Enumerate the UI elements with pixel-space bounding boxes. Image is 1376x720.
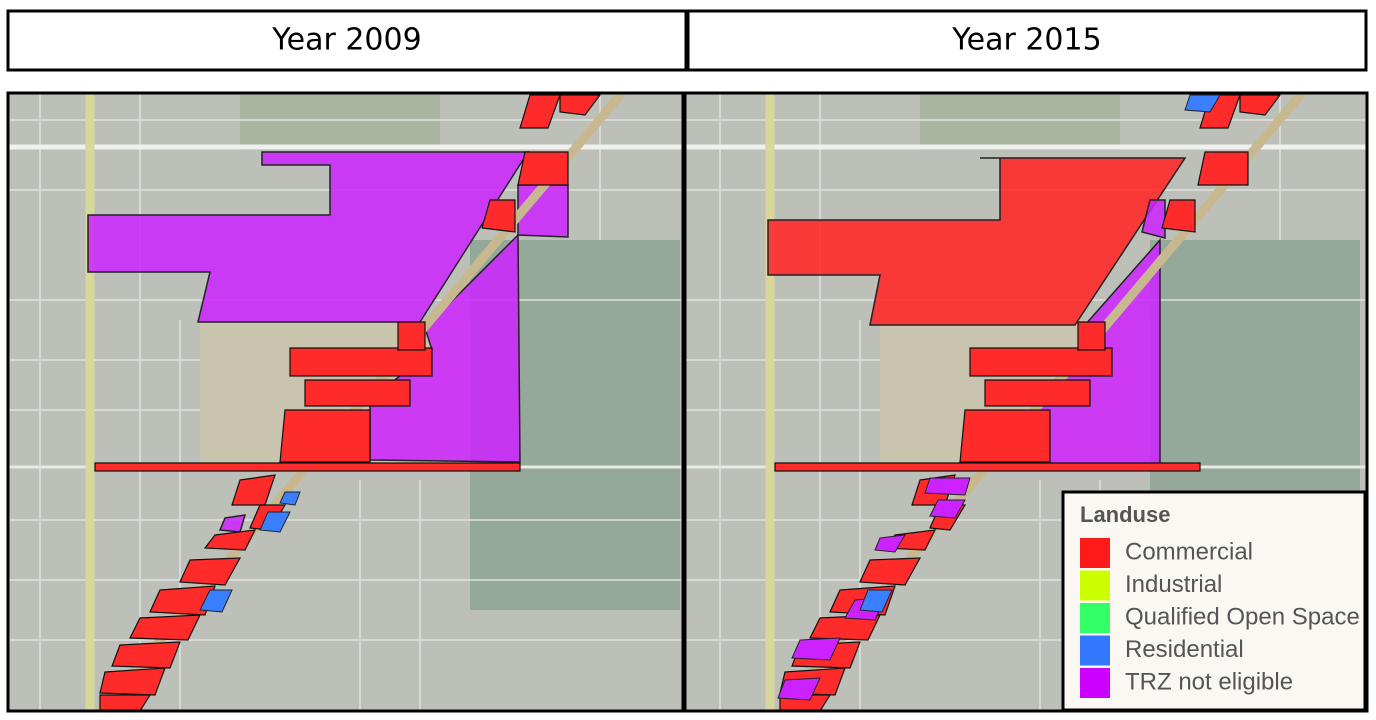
header-box: [686, 9, 1368, 72]
map-frame: [6, 91, 685, 713]
legend-swatch: [1080, 570, 1110, 601]
map-frame: [683, 91, 1369, 713]
legend-swatch: [1080, 668, 1110, 698]
legend-label: Industrial: [1125, 571, 1222, 598]
panel-title: Year 2015: [951, 23, 1101, 58]
header-box: [6, 9, 688, 72]
map-2009: [0, 93, 700, 711]
legend-swatch: [1080, 635, 1110, 666]
legend-swatch: [1080, 538, 1110, 568]
legend-label: Qualified Open Space: [1125, 603, 1360, 630]
panel-title: Year 2009: [271, 23, 421, 58]
legend: Landuse Commercial Industrial Qualified Op…: [1061, 490, 1367, 712]
legend-box: [1061, 490, 1367, 712]
legend-label: Commercial: [1125, 538, 1253, 565]
legend-title: Landuse: [1080, 502, 1170, 527]
legend-label: TRZ not eligible: [1125, 668, 1293, 695]
legend-swatch: [1080, 603, 1110, 633]
map-2015: [680, 93, 1376, 711]
legend-label: Residential: [1125, 636, 1244, 663]
